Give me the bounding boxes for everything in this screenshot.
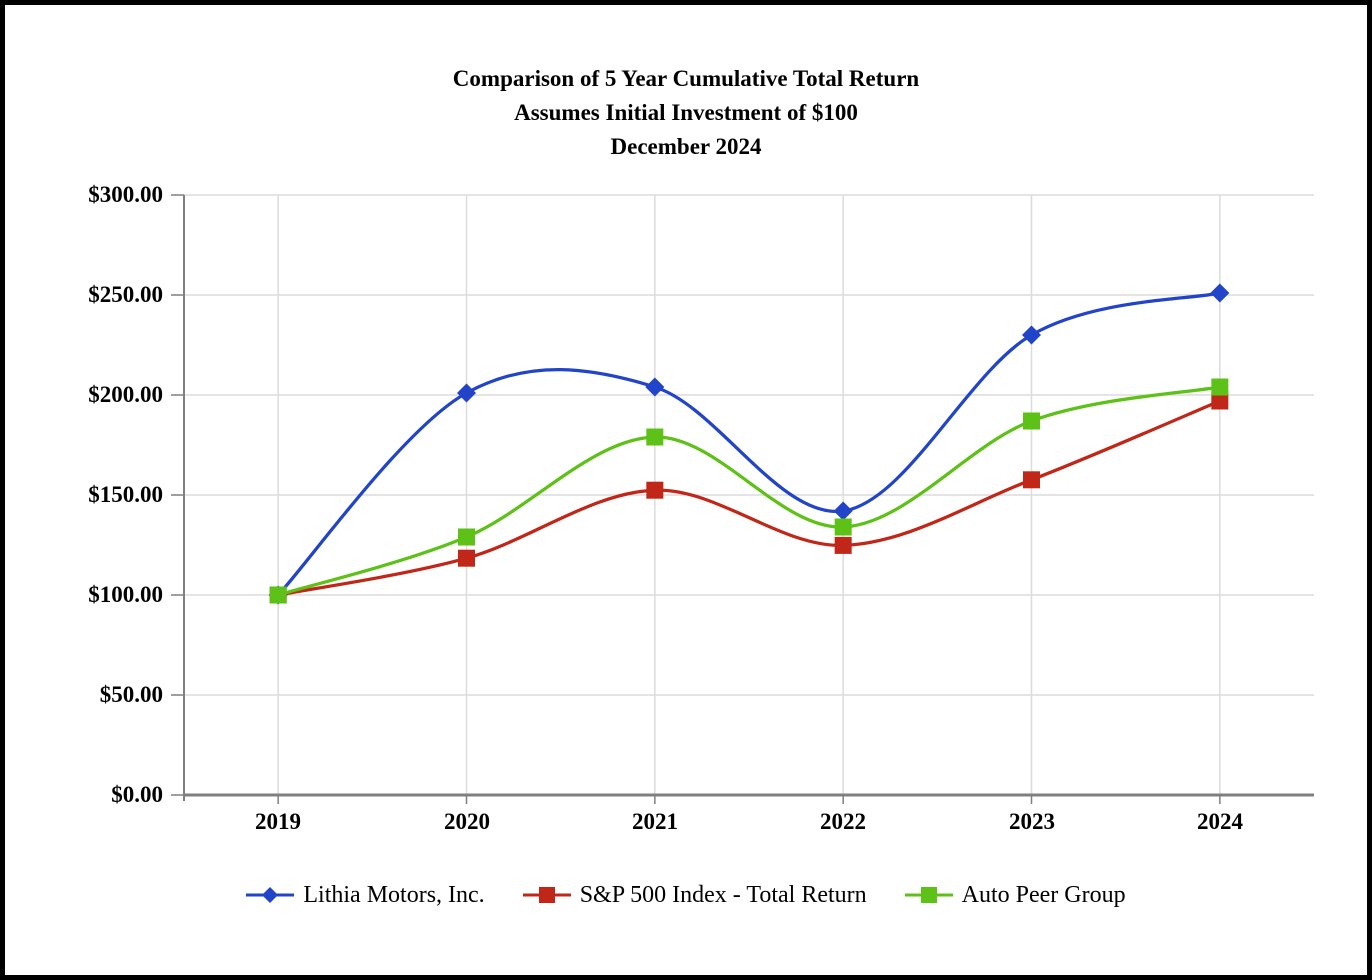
plot-area	[171, 194, 1314, 804]
legend-square-marker-icon	[522, 885, 571, 905]
legend-item-sp500: S&P 500 Index - Total Return	[522, 881, 867, 909]
legend-label: S&P 500 Index - Total Return	[579, 881, 867, 908]
x-tick-label: 2019	[255, 809, 301, 834]
legend-item-autopeer: Auto Peer Group	[904, 881, 1126, 909]
y-tick-label: $200.00	[88, 382, 163, 407]
legend-square-marker-icon	[904, 885, 953, 905]
chart-title: Comparison of 5 Year Cumulative Total Re…	[5, 62, 1367, 164]
x-tick-label: 2020	[444, 809, 490, 834]
y-tick-label: $300.00	[88, 182, 163, 207]
y-tick-label: $250.00	[88, 282, 163, 307]
chart-legend: Lithia Motors, Inc. S&P 500 Index - Tota…	[5, 871, 1367, 919]
y-tick-label: $100.00	[88, 582, 163, 607]
y-tick-label: $50.00	[99, 682, 163, 707]
x-tick-label: 2023	[1009, 809, 1055, 834]
y-tick-label: $150.00	[88, 482, 163, 507]
legend-item-lithia: Lithia Motors, Inc.	[246, 881, 485, 909]
y-tick-label: $0.00	[111, 782, 163, 807]
legend-diamond-marker-icon	[246, 885, 295, 905]
chart-title-line2: Assumes Initial Investment of $100	[514, 100, 858, 125]
x-tick-label: 2022	[820, 809, 866, 834]
x-tick-label: 2024	[1197, 809, 1243, 834]
legend-label: Auto Peer Group	[961, 881, 1126, 908]
x-tick-label: 2021	[632, 809, 678, 834]
chart-title-line3: December 2024	[610, 134, 762, 159]
legend-label: Lithia Motors, Inc.	[303, 881, 485, 908]
chart-title-line1: Comparison of 5 Year Cumulative Total Re…	[452, 66, 920, 91]
